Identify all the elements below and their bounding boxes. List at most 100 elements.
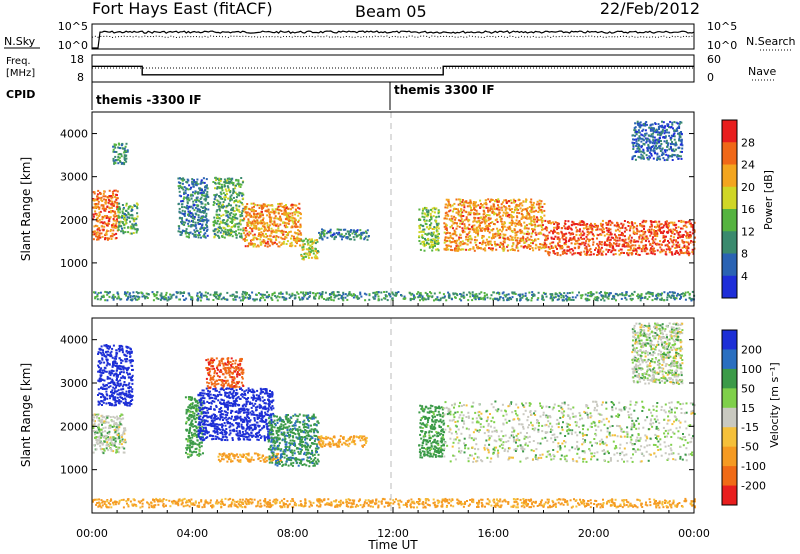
power-echo-cell (554, 221, 557, 224)
power-echo-cell (200, 179, 203, 182)
power-echo-cell (189, 212, 192, 214)
power-echo-cell (510, 298, 513, 301)
power-echo-cell (419, 248, 422, 251)
power-echo-cell (274, 295, 277, 297)
power-echo-cell (676, 251, 679, 254)
power-echo-cell (648, 155, 651, 158)
power-echo-cell (671, 291, 674, 294)
power-echo-cell (516, 236, 519, 239)
power-echo-cell (94, 205, 97, 208)
power-echo-cell (97, 238, 100, 241)
power-echo-cell (235, 196, 238, 199)
nsky-panel: N.Sky 10^5 10^0 10^5 10^0 N.Search (4, 20, 796, 52)
power-echo-cell (459, 244, 462, 247)
power-echo-cell (608, 244, 611, 247)
power-echo-cell (188, 294, 191, 297)
power-echo-cell (311, 249, 314, 252)
power-echo-cell (117, 226, 120, 229)
power-echo-cell (129, 232, 132, 235)
power-echo-cell (498, 208, 501, 211)
power-echo-cell (131, 217, 134, 220)
power-echo-cell (227, 234, 230, 237)
power-echo-cell (594, 296, 597, 299)
power-echo-cell (457, 210, 460, 213)
power-echo-cell (644, 124, 647, 127)
power-echo-cell (237, 208, 240, 211)
power-echo-cell (557, 232, 560, 235)
power-echo-cell (473, 224, 476, 227)
power-echo-cell (486, 224, 488, 227)
power-echo-cell (653, 229, 655, 232)
power-echo-cell (660, 143, 663, 145)
power-echo-cell (274, 208, 277, 211)
power-echo-cell (643, 249, 646, 252)
power-echo-cell (637, 139, 640, 142)
power-echo-cell (341, 238, 343, 241)
power-echo-cell (640, 150, 642, 153)
power-echo-cell (650, 251, 653, 253)
power-echo-cell (201, 207, 204, 209)
power-echo-cell (197, 234, 200, 237)
power-echo-cell (306, 297, 309, 300)
power-echo-cell (645, 247, 648, 249)
power-echo-cell (679, 155, 682, 158)
power-echo-cell (114, 155, 117, 158)
power-echo-cell (446, 206, 449, 209)
power-echo-cell (183, 214, 186, 217)
power-echo-cell (455, 222, 458, 225)
power-echo-cell (252, 202, 255, 205)
power-echo-cell (111, 210, 114, 212)
power-echo-cell (295, 237, 298, 240)
power-echo-cell (348, 292, 351, 295)
power-echo-cell (566, 226, 569, 229)
power-echo-cell (688, 252, 691, 255)
power-echo-cell (268, 229, 270, 232)
power-echo-cell (634, 231, 637, 234)
power-echo-cell (492, 203, 495, 206)
power-echo-cell (121, 216, 123, 219)
power-echo-cell (112, 218, 115, 220)
power-echo-cell (458, 236, 461, 239)
power-echo-cell (583, 244, 586, 247)
power-echo-cell (637, 253, 640, 256)
power-echo-cell (204, 291, 207, 294)
power-echo-cell (290, 216, 293, 219)
power-echo-cell (502, 299, 505, 302)
power-echo-cell (659, 137, 661, 140)
power-echo-cell (262, 293, 265, 296)
power-echo-cell (277, 245, 280, 248)
power-echo-cell (541, 219, 544, 222)
power-echo-cell (257, 245, 260, 248)
power-echo-cell (596, 296, 599, 298)
power-echo-cell (181, 206, 183, 209)
power-echo-cell (193, 229, 196, 232)
power-echo-cell (259, 238, 262, 241)
power-echo-cell (288, 297, 291, 299)
power-echo-cell (332, 299, 335, 302)
power-echo-cell (534, 225, 537, 228)
power-echo-cell (537, 219, 540, 222)
power-echo-cell (273, 210, 275, 213)
power-echo-cell (639, 223, 642, 225)
power-echo-cell (322, 234, 325, 237)
power-echo-cell (240, 183, 243, 186)
power-echo-cell (348, 238, 351, 241)
power-echo-cell (280, 236, 283, 239)
power-echo-cell (223, 298, 226, 301)
power-echo-cell (117, 295, 120, 298)
power-echo-cell (308, 295, 311, 298)
power-echo-cell (449, 234, 452, 237)
power-echo-cell (157, 297, 160, 300)
power-echo-cell (185, 231, 188, 234)
power-echo-cell (100, 196, 103, 199)
power-echo-cell (467, 236, 470, 239)
power-echo-cell (654, 139, 657, 142)
power-echo-cell (430, 233, 433, 236)
power-echo-cell (443, 222, 446, 225)
power-echo-cell (669, 136, 672, 139)
power-echo-cell (435, 236, 438, 239)
power-echo-cell (223, 183, 226, 186)
power-echo-cell (598, 292, 601, 295)
power-echo-cell (94, 224, 97, 227)
power-echo-cell (693, 236, 696, 239)
